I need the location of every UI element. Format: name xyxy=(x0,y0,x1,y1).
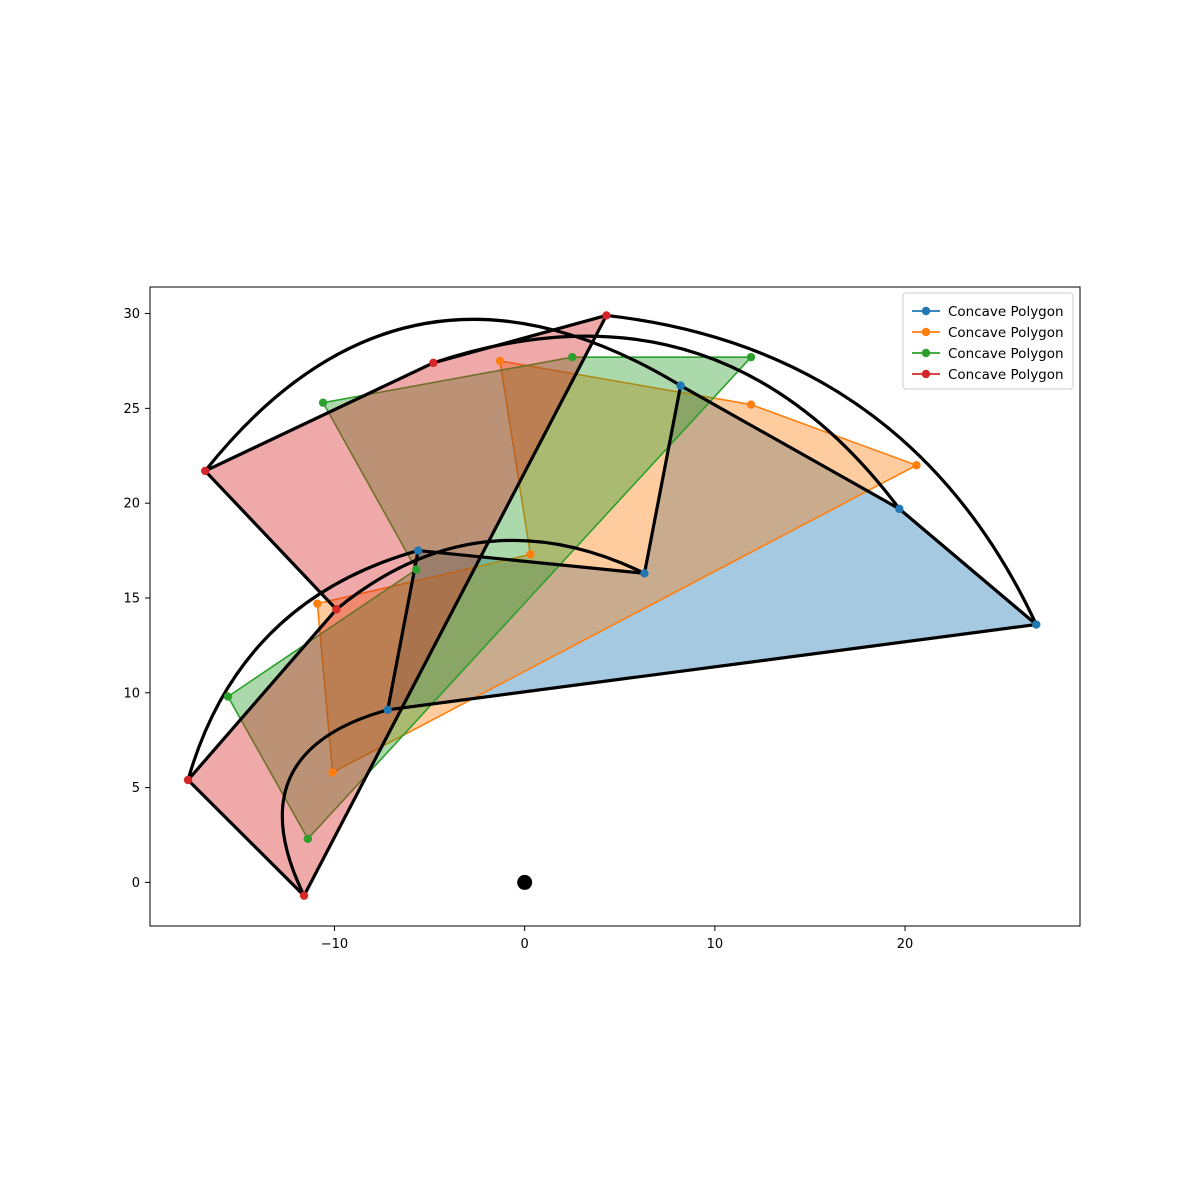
vertex-marker-2-1 xyxy=(495,356,505,366)
vertex-marker-3-3 xyxy=(223,692,233,701)
outline-arc-5 xyxy=(186,549,419,781)
vertex-marker-1-6 xyxy=(895,504,904,514)
vertex-marker-2-4 xyxy=(328,768,337,777)
vertex-marker-3-4 xyxy=(303,834,313,843)
vertex-marker-4-5 xyxy=(299,891,309,900)
vertex-marker-1-5 xyxy=(1032,620,1041,629)
vertex-marker-1-4 xyxy=(383,705,392,715)
legend-marker xyxy=(921,306,931,316)
x-tick-label: 0 xyxy=(521,937,529,952)
vertex-marker-4-4 xyxy=(183,775,193,785)
vertex-marker-3-5 xyxy=(746,352,756,362)
vertex-marker-2-5 xyxy=(912,461,921,470)
vertex-marker-3-6 xyxy=(568,352,577,362)
vertex-markers xyxy=(183,311,1041,900)
outline-arc-4 xyxy=(335,538,646,611)
y-tick-label: 0 xyxy=(132,876,140,891)
x-tick-label: 10 xyxy=(707,937,724,952)
y-tick-label: 5 xyxy=(132,781,140,796)
origin-marker xyxy=(517,874,533,890)
vertex-marker-2-6 xyxy=(746,400,756,409)
outline-arc-1 xyxy=(606,313,1038,626)
vertex-marker-4-3 xyxy=(332,605,341,614)
y-tick-label: 15 xyxy=(123,591,140,606)
y-tick-label: 25 xyxy=(123,402,140,417)
vertex-marker-3-1 xyxy=(318,398,328,407)
vertex-marker-1-3 xyxy=(413,546,423,555)
plot-frame xyxy=(149,286,1081,927)
vertex-marker-4-2 xyxy=(200,466,210,476)
legend-label: Concave Polygon xyxy=(948,367,1064,383)
x-tick-label: 20 xyxy=(897,937,914,952)
y-tick-label: 10 xyxy=(123,686,140,701)
x-tick-label: −10 xyxy=(321,937,348,952)
vertex-marker-4-6 xyxy=(602,311,611,320)
legend-marker xyxy=(921,327,931,337)
legend-label: Concave Polygon xyxy=(948,304,1064,320)
legend-label: Concave Polygon xyxy=(948,325,1064,341)
legend-box xyxy=(902,292,1074,390)
outline-arc-6 xyxy=(280,708,389,897)
legend: Concave Polygon Concave Polygon Concave Po… xyxy=(902,292,1074,390)
vertex-marker-4-1 xyxy=(429,358,438,368)
plot-axes: −10 0 10 20 0 5 10 15 20 25 30 xyxy=(123,286,1081,952)
vertex-marker-2-2 xyxy=(526,550,535,559)
legend-marker xyxy=(921,348,931,358)
legend-label: Concave Polygon xyxy=(948,346,1064,362)
legend-marker xyxy=(921,369,931,379)
y-tick-label: 20 xyxy=(123,497,140,512)
vertex-marker-1-1 xyxy=(676,381,685,390)
outline-arc-2 xyxy=(432,334,901,510)
vertex-marker-1-2 xyxy=(640,569,649,578)
vertex-marker-2-3 xyxy=(313,599,322,608)
vertex-marker-3-2 xyxy=(412,565,421,574)
y-tick-label: 30 xyxy=(123,307,140,322)
outline-arc-3 xyxy=(203,317,682,472)
